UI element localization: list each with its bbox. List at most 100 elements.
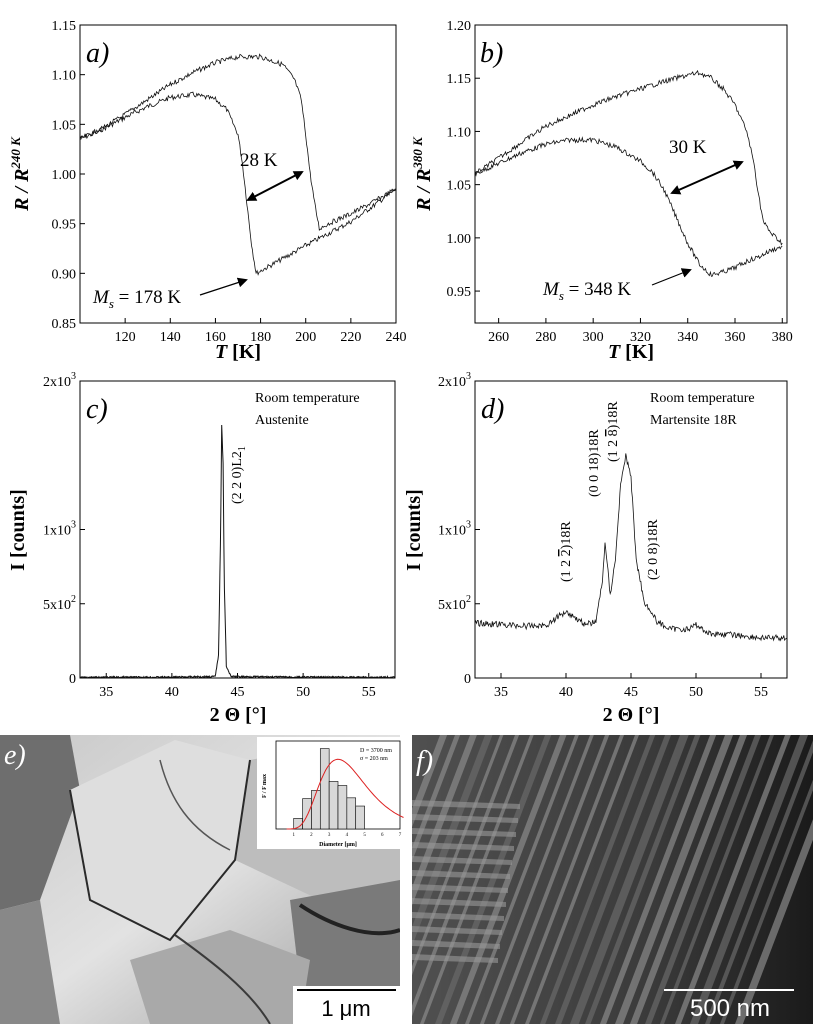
series-b-1 [475,69,783,246]
x-tick-label-a-180: 180 [250,330,271,345]
plot-frame-b [474,24,788,324]
inset-x-tick-6: 6 [381,833,384,838]
note-d-1: Room temperature [650,391,755,406]
x-tick-label-b-300: 300 [583,330,604,345]
panel-label-f: f) [416,746,433,777]
lamella-horizontal [412,940,500,949]
x-tick-label-a-120: 120 [115,330,136,345]
lamella [510,735,625,1024]
lamella [735,819,813,1024]
inset-stat-1: D = 3700 nm [360,748,392,754]
lamella [540,735,656,1024]
series-c [80,424,395,678]
panel-d: 35 40 45 50 55 0 5x102 1x103 2x103 d) Room tempe… [403,371,788,726]
lamella [660,735,774,1024]
series-b [475,69,783,277]
lamella-horizontal [412,870,510,879]
lamella [465,735,579,1024]
x-tick-label-b-380: 380 [772,330,793,345]
lamella [412,735,493,947]
lamellae [412,735,813,1024]
panel-b: 260 280 300 320 340 360 380 0.95 1.00 1.05 1.10 1.1… [410,19,793,363]
note-c-1: Room temperature [255,391,360,406]
inset-bar-4 [328,781,339,830]
y-tick-label-a-5: 1.10 [52,69,77,84]
y-axis-label-c: I [counts] [7,489,29,571]
y-axis-label-a: R / R240 K [8,136,33,212]
lamella-horizontal [412,912,504,921]
series-c-0 [80,424,395,678]
ticks-c: 35 40 45 50 55 0 5x102 1x103 2x103 [43,371,376,700]
panel-a: 120 140 160 180 200 220 240 0.85 0.90 0.95 1.00 1.0… [8,19,407,363]
y-tick-label-c-1: 5x102 [43,594,76,613]
panel-label-d: d) [481,394,504,425]
lamella [690,735,809,1024]
x-axis-label-b: T [K] [608,341,654,363]
x-tick-label-c-35: 35 [99,685,113,700]
panel-f: f) 500 nm [412,735,813,1024]
peak-label-d-4: (2 0 8)18R [646,519,661,580]
micrograph-f [412,735,813,1024]
inset-x-tick-3: 3 [328,833,331,838]
y-tick-label-a-3: 1.00 [52,168,77,183]
x-tick-label-b-280: 280 [535,330,556,345]
inset-x-tick-1: 1 [292,833,295,838]
lamella [600,735,717,1024]
inset-bars: 1 2 3 4 5 6 7 [286,748,404,838]
ticks-a: 120 140 160 180 200 220 240 0.85 0.90 0.95 1.00 1.0… [52,19,407,345]
x-tick-label-a-200: 200 [295,330,316,345]
ms-arrow-a [199,277,248,296]
lamella-horizontal [412,856,512,865]
lamella [435,735,552,1024]
plot-frame-a [79,24,397,324]
hysteresis-width-a: 28 K [240,150,278,171]
lamella [480,735,594,1024]
inset-bar-2 [311,790,321,830]
inset-x-tick-4: 4 [346,833,349,838]
ms-label-b: Ms = 348 K [542,279,631,303]
peak-label-d-3: (1 2 8)18R [606,401,621,462]
y-tick-label-d-2: 1x103 [438,520,471,539]
x-tick-label-a-160: 160 [205,330,226,345]
scalebar-label-f: 500 nm [690,995,770,1022]
series-b-0 [475,136,783,277]
inset-stat-2: σ = 203 nm [360,756,388,762]
x-axis-label-c: 2 Θ [°] [210,704,267,726]
y-tick-label-a-4: 1.05 [52,118,77,133]
plot-frame-d [474,380,788,679]
y-tick-label-b-5: 1.20 [447,19,472,34]
y-tick-label-a-1: 0.90 [52,267,77,282]
x-tick-label-d-35: 35 [494,685,508,700]
series-a-1 [80,53,396,231]
x-tick-label-c-40: 40 [165,685,179,700]
x-axis-label-d: 2 Θ [°] [603,704,660,726]
x-tick-label-c-50: 50 [296,685,310,700]
y-tick-label-d-0: 0 [464,672,471,687]
lamella-horizontal [412,884,508,893]
note-d-2: Martensite 18R [650,413,737,428]
x-tick-label-b-260: 260 [488,330,509,345]
series-a [80,53,396,276]
lamella-horizontal [412,898,506,907]
y-axis-label-b: R / R380 K [410,136,435,212]
y-tick-label-a-6: 1.15 [52,19,77,34]
inset-x-tick-7: 7 [399,833,402,838]
series-d-0 [475,453,787,642]
y-tick-label-c-0: 0 [69,672,76,687]
ms-arrow-b [651,268,692,286]
scalebar-box-e [293,986,400,1024]
panel-label-b: b) [480,38,503,69]
lamella [450,735,567,1024]
x-tick-label-c-55: 55 [362,685,376,700]
x-tick-label-b-320: 320 [630,330,651,345]
ticks-b: 260 280 300 320 340 360 380 0.95 1.00 1.05 1.10 1.1… [447,19,793,345]
y-tick-label-b-3: 1.10 [447,125,472,140]
inset-bar-7 [355,805,365,830]
x-tick-label-d-40: 40 [559,685,573,700]
hysteresis-arrow-b [670,160,744,195]
inset-x-tick-2: 2 [310,833,313,838]
y-tick-label-c-3: 2x103 [43,371,76,390]
inset-ylabel: F / F max [262,774,268,798]
inset-bar-3 [319,748,330,830]
x-tick-label-a-240: 240 [386,330,407,345]
